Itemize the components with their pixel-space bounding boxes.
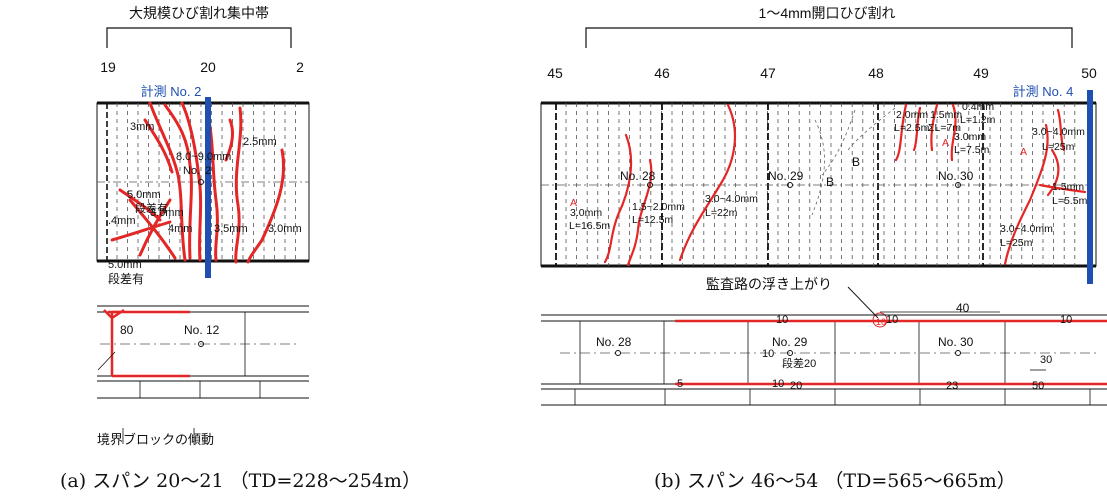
panel-b-plan bbox=[541, 311, 1107, 406]
plan-label: 50 bbox=[1032, 380, 1044, 392]
crack-label: 2.5mm bbox=[243, 136, 277, 148]
crack-label: L=1.2m bbox=[960, 114, 996, 126]
crack-label: 段差有 bbox=[135, 201, 168, 215]
crack-label: ΣL=7m bbox=[928, 122, 961, 134]
crack-label: L=16.5m bbox=[569, 220, 610, 232]
point-label: No. 28 bbox=[620, 169, 656, 183]
plan-label: 10 bbox=[762, 348, 774, 360]
panel-b-header-bracket bbox=[585, 27, 1073, 48]
crack-label: 3.0mm bbox=[268, 223, 302, 235]
panel-a-note: 境界ブロックの傾動 bbox=[97, 432, 214, 447]
crack-label: 5.0mm bbox=[127, 189, 161, 201]
crack-label: B bbox=[826, 175, 834, 189]
panel-b-header: 1～4mm開口ひび割れ bbox=[759, 5, 896, 21]
panel-b-measure-label: 計測 No. 4 bbox=[1013, 84, 1074, 99]
point-label: No. 29 bbox=[768, 169, 804, 183]
panel-a-station-19: 19 bbox=[100, 59, 116, 75]
panel-b-station: 48 bbox=[868, 65, 884, 81]
panel-b-plan-labels: 10 10 10 40 10 10 段差20 30 5 10 20 23 50 bbox=[677, 301, 1072, 392]
plan-label: 30 bbox=[1040, 354, 1052, 366]
panel-a-plan-point: No. 12 bbox=[184, 323, 220, 337]
panel-b-cracks bbox=[603, 103, 1087, 267]
panel-a-cracks bbox=[110, 101, 286, 264]
plan-label: 23 bbox=[946, 380, 958, 392]
plan-point-label: No. 30 bbox=[938, 335, 974, 349]
panel-b-stations: 45 46 47 48 49 50 bbox=[547, 65, 1097, 81]
crack-label: 5.0mm bbox=[108, 259, 142, 271]
panel-a-caption: (a) スパン 20～21 （TD=228～254m） bbox=[60, 470, 421, 492]
panel-a-plan-value: 80 bbox=[120, 323, 134, 337]
plan-label: 20 bbox=[790, 380, 802, 392]
crack-label: 8.0~9.0mm bbox=[176, 151, 231, 163]
crack-label: 2.0mm bbox=[896, 109, 928, 121]
panel-b-points bbox=[647, 182, 961, 188]
panel-b-station: 49 bbox=[973, 65, 989, 81]
panel-a-point-no2 bbox=[198, 179, 204, 185]
plan-point-label: No. 28 bbox=[596, 335, 632, 349]
plan-label: 10 bbox=[886, 314, 898, 326]
crack-label: 4mm bbox=[168, 223, 192, 235]
plan-label: 10 bbox=[772, 378, 784, 390]
crack-label: L=5.5m bbox=[1052, 195, 1088, 207]
panel-a-station-20: 20 bbox=[200, 59, 216, 75]
panel-a-grid bbox=[96, 101, 310, 263]
crack-label: L=25m bbox=[1042, 141, 1075, 153]
panel-a-header-bracket bbox=[106, 27, 292, 48]
crack-label: L=12.5m bbox=[632, 214, 673, 226]
crack-label: 3.0~4.0mm bbox=[1000, 223, 1053, 235]
plan-label: 10 bbox=[1060, 314, 1072, 326]
panel-b-plan-points: No. 28 No. 29 No. 30 bbox=[596, 335, 974, 349]
crack-label: A bbox=[1020, 146, 1027, 158]
crack-label: L=7.5m bbox=[954, 144, 990, 156]
panel-b-crack-labels: 2.0mm L=2.5m 1.5mm ΣL=7m 0.4mm L=1.2m 3.… bbox=[569, 101, 1088, 249]
crack-label: 3.0~4.0mm bbox=[705, 193, 758, 205]
panel-b-station: 47 bbox=[760, 65, 776, 81]
crack-label: B bbox=[852, 155, 860, 169]
crack-label: L=22m bbox=[705, 207, 738, 219]
plan-label: 40 bbox=[956, 301, 970, 315]
panel-b-annotation: 監査路の浮き上がり bbox=[706, 276, 832, 292]
panel-b-caption: (b) スパン 46～54 （TD=565～665m） bbox=[654, 470, 1016, 492]
panel-a-plan bbox=[97, 305, 309, 399]
crack-label: A bbox=[570, 197, 577, 209]
annotation-leader bbox=[847, 286, 879, 319]
plan-label: 段差20 bbox=[782, 356, 816, 370]
crack-label: 3.0mm bbox=[150, 207, 184, 219]
crack-label: 1.5~2.0mm bbox=[632, 201, 685, 213]
plan-label: 10 bbox=[776, 314, 788, 326]
panel-b-station: 45 bbox=[547, 65, 563, 81]
crack-label: 2 bbox=[205, 165, 211, 177]
crack-label: L=25m bbox=[1000, 237, 1033, 249]
crack-label: 3.5mm bbox=[214, 223, 248, 235]
plan-label: 10 bbox=[876, 317, 886, 327]
crack-label: 3.0mm bbox=[570, 207, 602, 219]
crack-label: 3mm bbox=[130, 121, 154, 133]
crack-label: 0.4mm bbox=[962, 101, 994, 113]
point-label: No. 30 bbox=[938, 169, 974, 183]
plan-point-label: No. 29 bbox=[772, 335, 808, 349]
crack-label: L=2.5m bbox=[894, 122, 930, 134]
panel-b-station: 46 bbox=[654, 65, 670, 81]
crack-label: 3.0~4.0mm bbox=[1032, 126, 1085, 138]
crack-label: 1.5mm bbox=[930, 109, 962, 121]
crack-label: 段差有 bbox=[108, 271, 144, 286]
crack-label: .4mm bbox=[108, 215, 136, 227]
crack-label: 1.5mm bbox=[1052, 181, 1084, 193]
panel-b-point-labels: No. 28 No. 29 No. 30 bbox=[620, 169, 974, 183]
crack-label: 3.0mm bbox=[954, 131, 986, 143]
panel-a-measure-label: 計測 No. 2 bbox=[141, 84, 202, 99]
panel-a-station-21: 2 bbox=[296, 59, 304, 75]
crack-label: No. bbox=[183, 165, 200, 177]
plan-label: 5 bbox=[677, 378, 683, 390]
panel-a-crack-labels: 3mm 2.5mm 8.0~9.0mm No. 2 5.0mm 段差有 3.0m… bbox=[108, 121, 302, 286]
panel-a-header: 大規模ひび割れ集中帯 bbox=[129, 5, 269, 21]
crack-label: A bbox=[942, 137, 949, 149]
panel-b-station: 50 bbox=[1081, 65, 1097, 81]
